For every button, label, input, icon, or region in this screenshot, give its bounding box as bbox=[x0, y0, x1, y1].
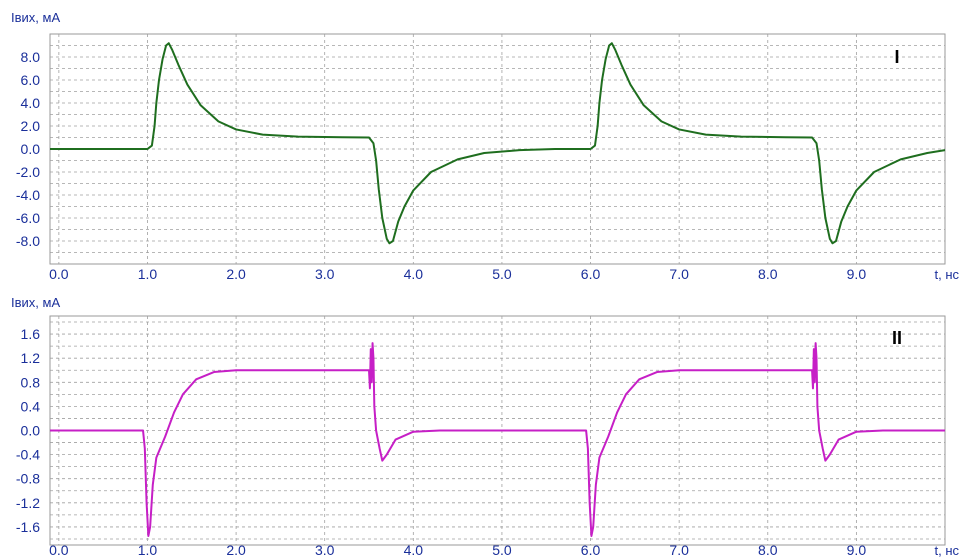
y-axis-label: Iвих, мА bbox=[11, 10, 60, 25]
y-tick-label: 6.0 bbox=[21, 72, 41, 88]
x-tick-label: 6.0 bbox=[581, 266, 601, 282]
y-tick-label: -8.0 bbox=[16, 233, 40, 249]
y-tick-label: 8.0 bbox=[21, 49, 41, 65]
panel-I-chart: 8.0 6.0 4.0 2.0 0.0 -2.0 -4.0 -6.0 -8.0 0.0 1.0 2.0… bbox=[11, 10, 959, 282]
y-tick-label: 4.0 bbox=[21, 95, 41, 111]
x-tick-label: 3.0 bbox=[315, 542, 335, 557]
panel-label: II bbox=[892, 328, 902, 348]
x-axis-label: t, нс bbox=[934, 267, 959, 282]
x-tick-label: 4.0 bbox=[404, 542, 424, 557]
y-tick-label: 0.4 bbox=[21, 398, 41, 414]
y-tick-label: 0.0 bbox=[21, 141, 41, 157]
x-tick-label: 1.0 bbox=[138, 266, 158, 282]
series-line bbox=[50, 42, 946, 245]
x-tick-label: 4.0 bbox=[404, 266, 424, 282]
y-tick-label: -1.2 bbox=[16, 495, 40, 511]
x-tick-label: 7.0 bbox=[669, 266, 689, 282]
y-tick-label: -4.0 bbox=[16, 187, 40, 203]
y-tick-label: -1.6 bbox=[16, 519, 40, 535]
x-tick-label: 2.0 bbox=[226, 266, 246, 282]
x-tick-label: 3.0 bbox=[315, 266, 335, 282]
x-tick-label: 8.0 bbox=[758, 542, 778, 557]
y-tick-label: 2.0 bbox=[21, 118, 41, 134]
x-tick-label: 9.0 bbox=[847, 542, 867, 557]
x-tick-label: 5.0 bbox=[492, 542, 512, 557]
y-tick-label: 1.2 bbox=[21, 350, 41, 366]
x-tick-label: 0.0 bbox=[49, 266, 69, 282]
y-tick-label: 1.6 bbox=[21, 326, 41, 342]
y-axis-label: Iвих, мА bbox=[11, 295, 60, 310]
y-tick-label: 0.0 bbox=[21, 423, 41, 439]
x-tick-label: 1.0 bbox=[138, 542, 158, 557]
x-tick-label: 8.0 bbox=[758, 266, 778, 282]
x-tick-label: 7.0 bbox=[669, 542, 689, 557]
y-tick-label: 0.8 bbox=[21, 374, 41, 390]
y-tick-label: -0.8 bbox=[16, 471, 40, 487]
series-line bbox=[50, 342, 945, 537]
y-tick-label: -2.0 bbox=[16, 164, 40, 180]
y-tick-label: -0.4 bbox=[16, 447, 40, 463]
x-tick-label: 5.0 bbox=[492, 266, 512, 282]
x-tick-label: 2.0 bbox=[226, 542, 246, 557]
x-tick-label: 6.0 bbox=[581, 542, 601, 557]
panel-label: I bbox=[894, 47, 899, 67]
x-tick-label: 0.0 bbox=[49, 542, 69, 557]
y-tick-label: -6.0 bbox=[16, 210, 40, 226]
panel-II-chart: 1.6 1.2 0.8 0.4 0.0 -0.4 -0.8 -1.2 -1.6 0.0 1.0 2.0… bbox=[11, 295, 959, 557]
x-axis-label: t, нс bbox=[934, 543, 959, 557]
x-tick-label: 9.0 bbox=[847, 266, 867, 282]
